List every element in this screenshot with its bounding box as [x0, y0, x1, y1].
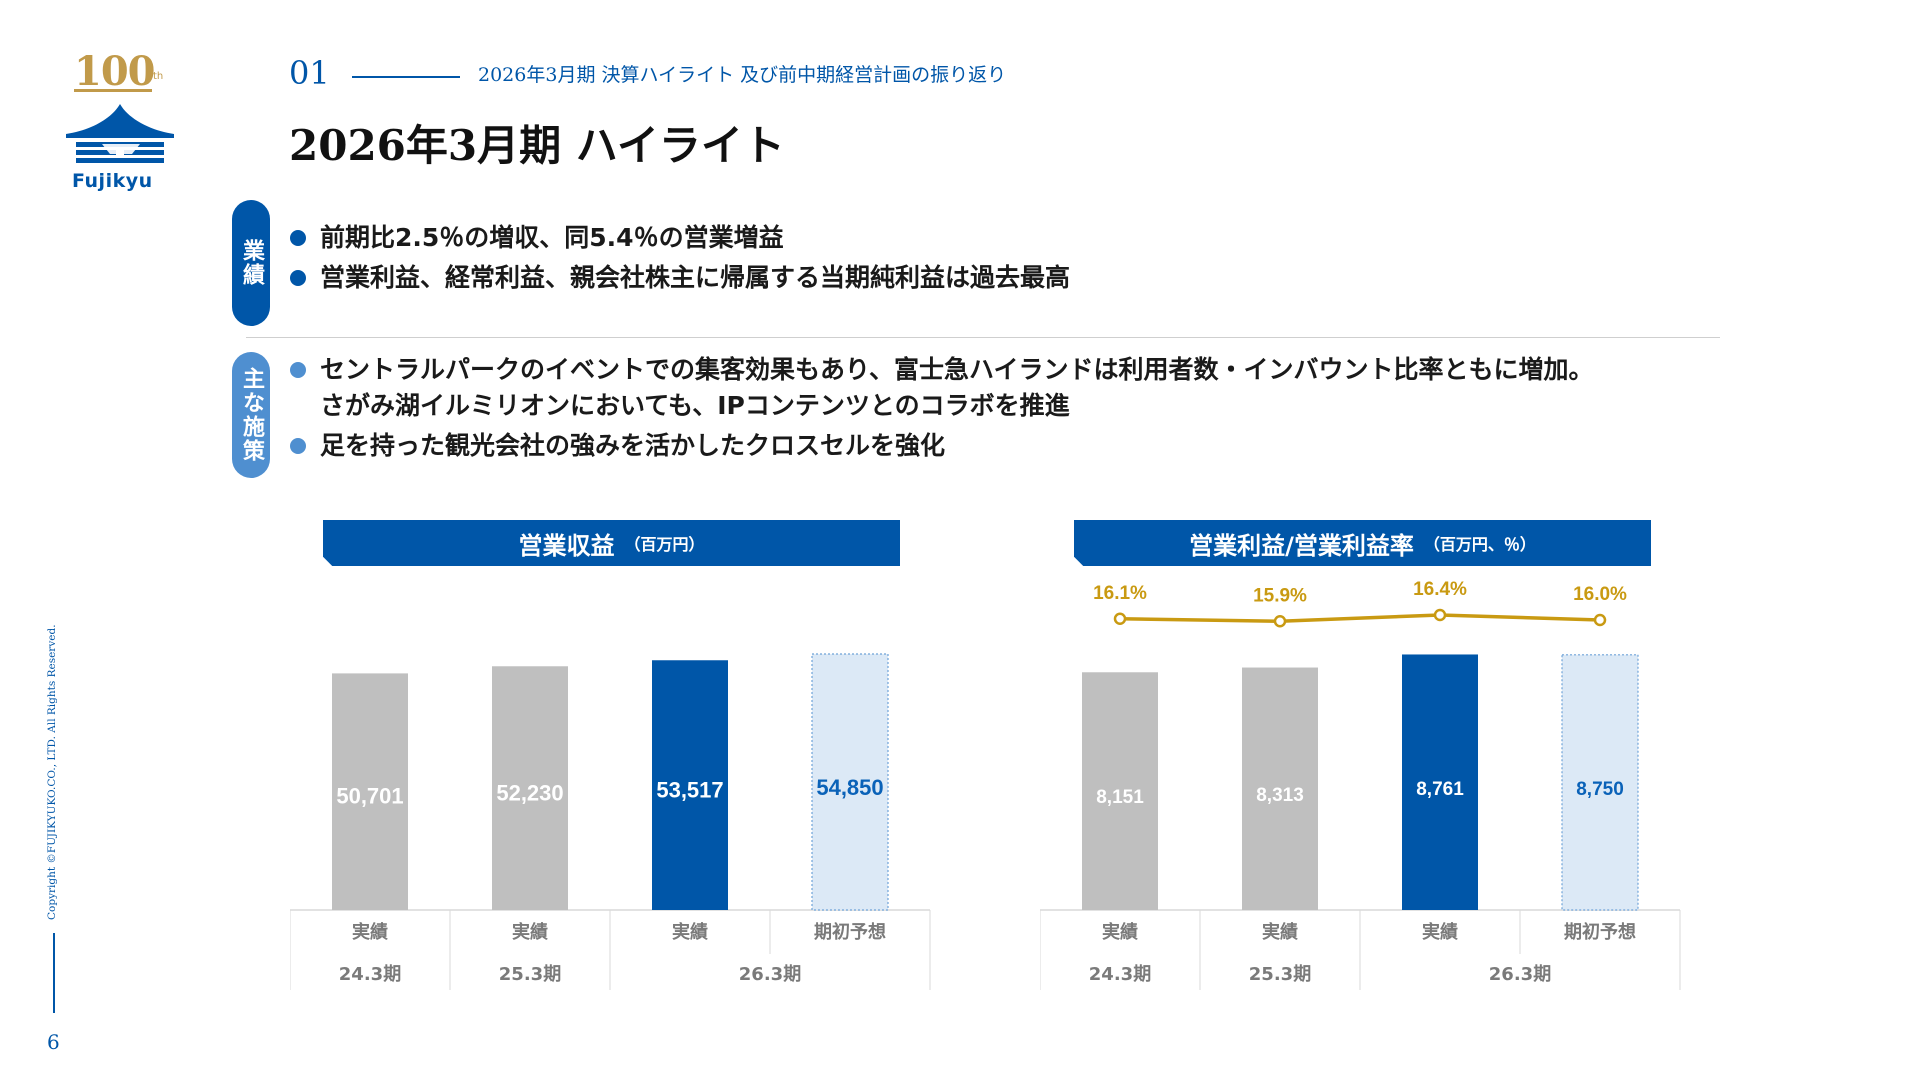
fujikyu-logo: 100 th Fujikyu	[56, 44, 186, 204]
measures-item: セントラルパークのイベントでの集客効果もあり、富士急ハイランドは利用者数・インバ…	[290, 352, 1594, 424]
logo-anniversary-suffix: th	[153, 71, 164, 82]
results-item: 営業利益、経常利益、親会社株主に帰属する当期純利益は過去最高	[290, 260, 1070, 296]
bullet-dot-icon	[290, 230, 306, 246]
margin-point	[1113, 612, 1127, 625]
bar-value-label: 8,313	[1256, 785, 1304, 806]
bullet-dot-icon	[290, 438, 306, 454]
results-item: 前期比2.5％の増収、同5.4％の営業増益	[290, 220, 1070, 256]
bar-value-label: 53,517	[656, 778, 723, 803]
category-label: 期初予想	[1564, 921, 1636, 943]
bar-value-label: 8,761	[1416, 779, 1464, 800]
period-label: 25.3期	[1249, 964, 1311, 985]
margin-value-label: 15.9%	[1253, 585, 1307, 606]
revenue-chart-unit: （百万円）	[624, 535, 705, 554]
period-label: 26.3期	[739, 964, 801, 985]
category-label: 実績	[672, 921, 708, 943]
category-label: 実績	[512, 921, 548, 943]
period-label: 25.3期	[499, 964, 561, 985]
section-divider	[246, 337, 1720, 338]
revenue-chart-title: 営業収益	[518, 531, 615, 560]
margin-series-line	[1119, 613, 1601, 624]
category-label: 実績	[1102, 921, 1138, 943]
margin-value-label: 16.1%	[1093, 583, 1147, 604]
category-label: 実績	[1422, 921, 1458, 943]
bar	[492, 666, 568, 910]
bar	[1242, 667, 1318, 910]
bar-value-label: 52,230	[496, 780, 563, 805]
profit-bar-line-chart: 8,151 実績 8,313 実績 8,761 実績 8,750 期初予想 24.3期 25.3期…	[1040, 580, 1681, 990]
logo-name: Fujikyu	[72, 170, 153, 192]
results-tab: 業績	[232, 200, 270, 326]
results-list: 前期比2.5％の増収、同5.4％の営業増益 営業利益、経常利益、親会社株主に帰属…	[290, 220, 1070, 300]
section-title: 2026年3月期 決算ハイライト 及び前中期経営計画の振り返り	[478, 64, 1007, 86]
measures-list: セントラルパークのイベントでの集客効果もあり、富士急ハイランドは利用者数・インバ…	[290, 352, 1594, 468]
period-label: 24.3期	[339, 964, 401, 985]
margin-point	[1273, 615, 1287, 628]
bar-value-label: 8,151	[1096, 787, 1144, 808]
measures-tab: 主な施策	[232, 352, 270, 478]
bar	[1561, 654, 1639, 911]
category-label: 実績	[352, 921, 388, 943]
page-title: 2026年3月期 ハイライト	[289, 121, 785, 170]
copyright: Copyright ©FUJIKYUKO.CO., LTD. All Right…	[46, 624, 58, 920]
bullet-dot-icon	[290, 270, 306, 286]
bar	[652, 660, 728, 910]
footer-rule	[53, 933, 55, 1013]
margin-point	[1433, 608, 1447, 622]
bar-value-label: 50,701	[336, 784, 403, 809]
measures-item: 足を持った観光会社の強みを活かしたクロスセルを強化	[290, 428, 1594, 464]
revenue-bar-chart: 50,701 実績 52,230 実績 53,517 実績 54,850 期初予想 24.3期 2…	[290, 653, 931, 990]
bar-value-label: 8,750	[1576, 779, 1624, 800]
page-number: 6	[47, 1030, 60, 1054]
revenue-chart-banner: 営業収益 （百万円）	[323, 520, 900, 566]
bullet-dot-icon	[290, 362, 306, 378]
logo-anniversary: 100	[74, 48, 155, 95]
bar	[1082, 672, 1158, 910]
margin-value-label: 16.0%	[1573, 584, 1627, 605]
profit-chart-unit: （百万円、％）	[1423, 535, 1536, 554]
margin-point	[1593, 613, 1607, 627]
period-label: 24.3期	[1089, 964, 1151, 985]
profit-chart-title: 営業利益/営業利益率	[1189, 531, 1414, 560]
period-label: 26.3期	[1489, 964, 1551, 985]
bar	[1402, 654, 1478, 910]
bar	[811, 653, 889, 911]
mount-fuji-icon	[66, 104, 174, 163]
category-label: 期初予想	[814, 921, 886, 943]
bar	[332, 673, 408, 910]
section-rule	[352, 76, 460, 78]
profit-chart-banner: 営業利益/営業利益率 （百万円、％）	[1074, 520, 1651, 566]
bar-value-label: 54,850	[816, 775, 883, 800]
margin-value-label: 16.4%	[1413, 580, 1467, 600]
logo-gold-line	[74, 89, 152, 92]
category-label: 実績	[1262, 921, 1298, 943]
section-number: 01	[289, 54, 330, 92]
